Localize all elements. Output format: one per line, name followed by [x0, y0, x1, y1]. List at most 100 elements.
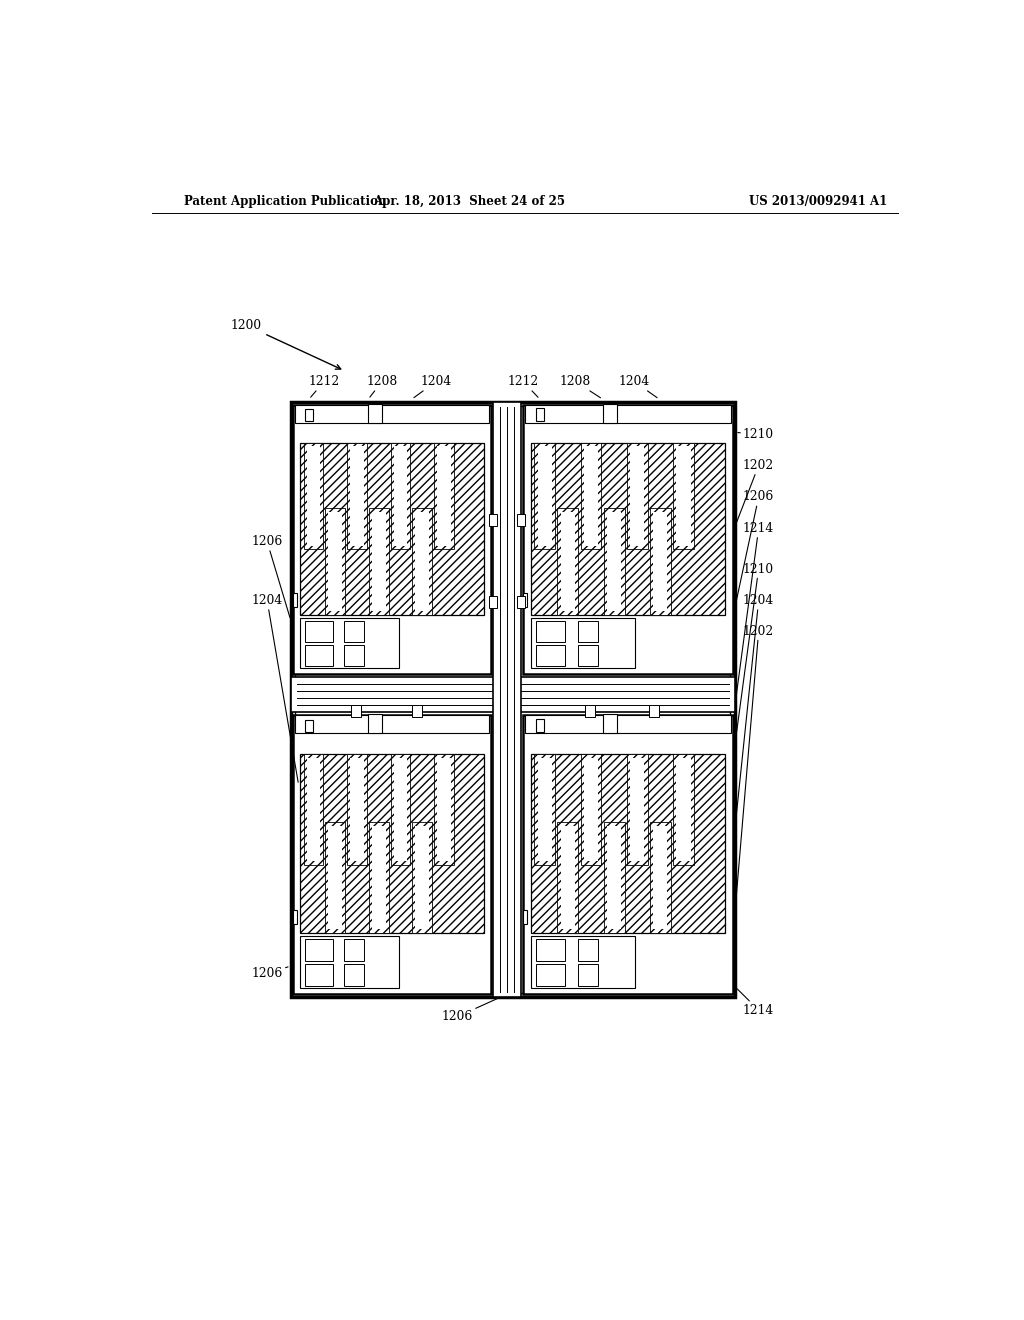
Bar — [412, 705, 422, 718]
Bar — [329, 512, 342, 611]
Bar — [536, 964, 565, 986]
Bar — [630, 758, 644, 862]
Bar — [305, 964, 333, 986]
Bar — [676, 446, 690, 546]
Bar — [369, 714, 382, 734]
Bar — [295, 715, 488, 734]
Bar — [557, 508, 579, 615]
Bar — [305, 620, 333, 642]
Bar — [523, 405, 733, 673]
Bar — [291, 403, 735, 997]
Text: 1202: 1202 — [736, 459, 774, 524]
Text: 1212: 1212 — [508, 375, 539, 397]
Bar — [578, 620, 598, 642]
Bar — [538, 758, 552, 862]
Bar — [300, 936, 398, 989]
Bar — [536, 408, 544, 421]
Bar — [416, 826, 429, 929]
Bar — [630, 446, 644, 546]
Bar — [351, 705, 360, 718]
Bar — [603, 404, 617, 422]
Bar — [673, 754, 693, 865]
Bar — [560, 512, 575, 611]
Bar — [434, 444, 454, 549]
Bar — [369, 508, 389, 615]
Bar — [344, 620, 364, 642]
Bar — [291, 677, 735, 713]
Bar — [305, 644, 333, 665]
Bar — [437, 446, 451, 546]
Bar — [344, 964, 364, 986]
Bar — [296, 407, 730, 993]
Text: 1206: 1206 — [735, 490, 774, 605]
Bar — [372, 826, 386, 929]
Bar — [607, 512, 622, 611]
Bar — [653, 826, 668, 929]
Bar — [300, 618, 398, 668]
Bar — [295, 405, 488, 422]
Bar — [525, 715, 731, 734]
Bar — [535, 444, 555, 549]
Text: 1204: 1204 — [618, 375, 657, 397]
Bar — [326, 822, 345, 933]
Bar — [350, 758, 364, 862]
Bar — [557, 822, 579, 933]
Bar — [607, 826, 622, 929]
Bar — [434, 754, 454, 865]
Bar — [416, 512, 429, 611]
Bar — [344, 939, 364, 961]
Bar — [306, 758, 321, 862]
Bar — [538, 446, 552, 546]
Bar — [304, 444, 324, 549]
Bar — [653, 512, 668, 611]
Bar — [578, 964, 598, 986]
Bar — [649, 822, 671, 933]
Bar — [530, 618, 635, 668]
Bar — [536, 939, 565, 961]
Bar — [393, 446, 408, 546]
Bar — [627, 444, 647, 549]
Bar — [306, 446, 321, 546]
Bar — [523, 911, 527, 924]
Text: 1214: 1214 — [737, 989, 774, 1016]
Bar — [584, 758, 598, 862]
Text: 1204: 1204 — [735, 594, 774, 824]
Bar — [523, 715, 733, 994]
Text: 1214: 1214 — [735, 521, 774, 701]
Bar — [413, 508, 432, 615]
Bar — [347, 754, 367, 865]
Bar — [676, 758, 690, 862]
Bar — [578, 644, 598, 665]
Bar — [305, 939, 333, 961]
Text: 1210: 1210 — [738, 429, 774, 441]
Bar — [344, 644, 364, 665]
Bar — [517, 513, 525, 525]
Bar — [489, 513, 497, 525]
Bar — [369, 822, 389, 933]
Text: 1204: 1204 — [414, 375, 452, 397]
Bar — [369, 404, 382, 422]
Bar — [530, 444, 725, 615]
Text: Apr. 18, 2013  Sheet 24 of 25: Apr. 18, 2013 Sheet 24 of 25 — [373, 194, 565, 207]
Bar — [584, 446, 598, 546]
Bar — [304, 754, 324, 865]
Bar — [347, 444, 367, 549]
Text: 1206: 1206 — [252, 966, 288, 979]
Bar — [585, 705, 595, 718]
Bar — [300, 754, 483, 933]
Text: 1206: 1206 — [252, 535, 290, 618]
Bar — [581, 754, 601, 865]
Bar — [437, 758, 451, 862]
Bar — [489, 595, 497, 609]
Bar — [535, 754, 555, 865]
Bar — [673, 444, 693, 549]
Text: 1202: 1202 — [735, 624, 774, 908]
Bar — [627, 754, 647, 865]
Bar — [372, 512, 386, 611]
Bar — [305, 409, 312, 421]
Bar — [350, 446, 364, 546]
Bar — [329, 826, 342, 929]
Bar — [494, 403, 521, 997]
Bar — [530, 754, 725, 933]
Bar — [305, 719, 312, 731]
